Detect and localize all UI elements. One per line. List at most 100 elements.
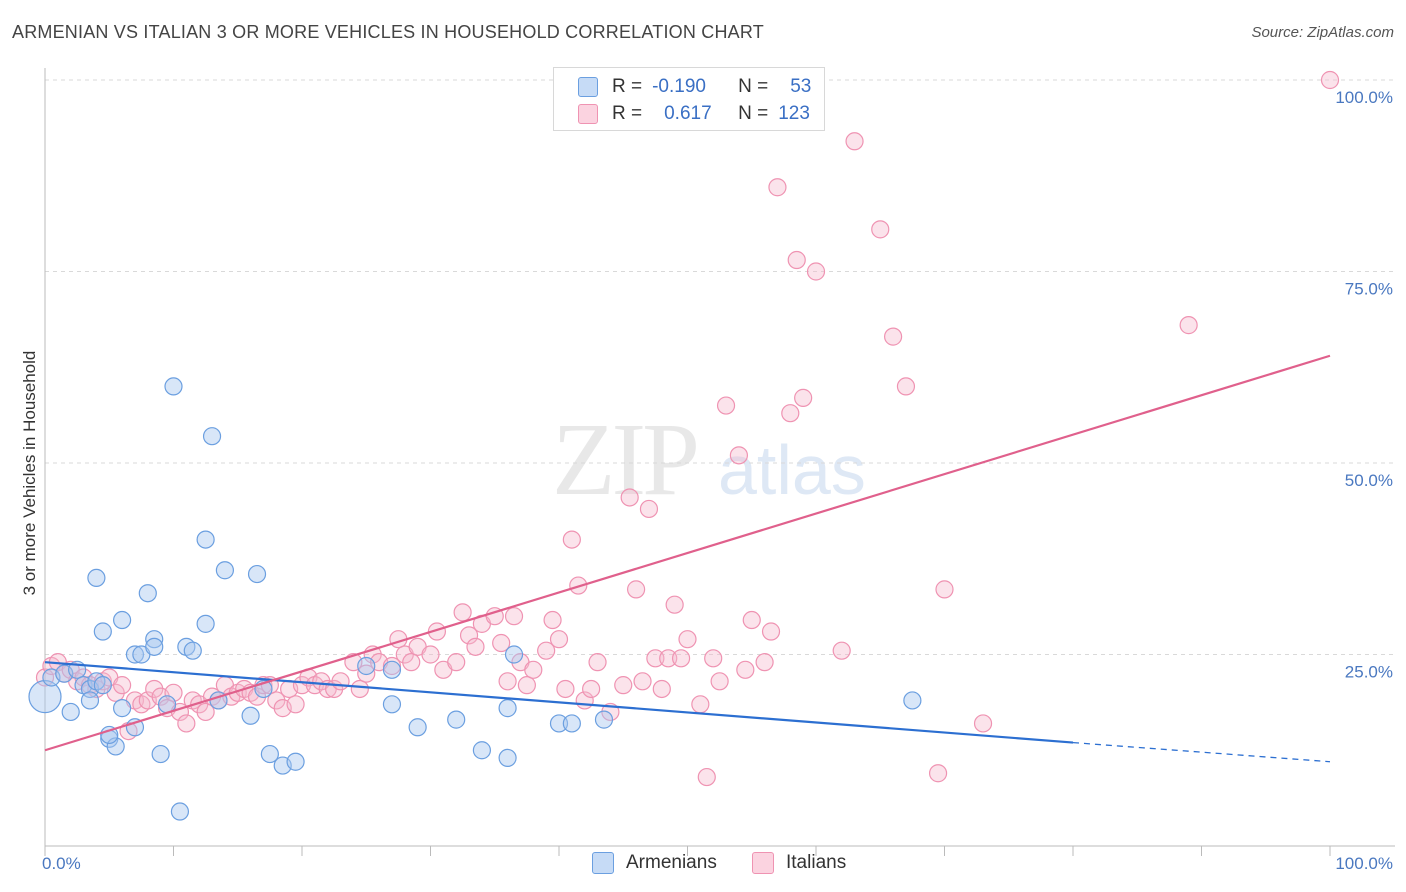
italian-point: [742, 610, 761, 630]
tick-labels: 25.0% 50.0% 75.0% 100.0% 0.0% 100.0% 3 or more…: [20, 88, 1393, 873]
italian-point: [421, 645, 440, 664]
italian-point: [562, 530, 581, 549]
italians-trend-line: [44, 354, 1331, 752]
source-label: Source: ZipAtlas.com: [1251, 24, 1394, 41]
armenian-point: [164, 377, 183, 396]
italian-point: [691, 695, 710, 714]
legend-label: Italians: [786, 852, 847, 873]
armenian-point: [202, 427, 222, 446]
italian-point: [582, 679, 601, 699]
italian-point: [492, 633, 511, 653]
armenian-point: [408, 718, 427, 737]
axes: [44, 68, 1395, 856]
armenian-point: [196, 530, 215, 549]
legend-row-armenians: R = -0.190 N = 53: [578, 74, 811, 100]
italian-point: [549, 630, 569, 649]
armenian-point: [504, 645, 524, 664]
n-value: 123: [778, 103, 810, 124]
italian-point: [196, 702, 215, 722]
r-label: R =: [612, 103, 643, 124]
armenian-point: [247, 564, 267, 584]
armenian-point: [196, 614, 215, 633]
armenians-trend-extension: [1072, 741, 1331, 763]
italian-point: [646, 649, 665, 668]
italian-point: [704, 649, 723, 668]
italian-point: [883, 327, 903, 346]
y-tick-label: 75.0%: [1345, 280, 1393, 299]
italian-point: [659, 649, 678, 668]
armenian-point: [382, 660, 402, 679]
armenian-point: [903, 691, 922, 710]
armenian-point: [80, 691, 100, 710]
italian-point: [716, 396, 736, 415]
italian-point: [588, 653, 607, 672]
italian-point: [755, 653, 774, 672]
italian-point: [382, 656, 402, 676]
armenian-point: [562, 714, 581, 733]
italian-point: [543, 610, 562, 630]
italians-swatch: [752, 852, 774, 874]
armenian-point: [183, 641, 202, 660]
italian-point: [620, 488, 639, 507]
correlation-legend: R = -0.190 N = 53 R = 0.617 N = 123: [553, 67, 825, 131]
x-tick-label: 0.0%: [42, 854, 81, 873]
gridlines: [45, 79, 1395, 655]
italian-point: [626, 580, 646, 599]
italian-point: [845, 132, 864, 151]
italian-point: [832, 641, 851, 660]
x-tick-label: 100.0%: [1335, 854, 1393, 873]
italian-point: [787, 250, 806, 270]
legend-item-italians[interactable]: Italians: [752, 852, 846, 874]
armenian-point: [215, 561, 234, 580]
armenian-point: [87, 568, 106, 588]
armenian-point: [286, 752, 305, 771]
italian-point: [357, 664, 376, 683]
italian-point: [331, 672, 350, 691]
armenian-point: [138, 584, 157, 603]
italian-point: [935, 580, 954, 599]
armenian-point: [170, 802, 190, 821]
italian-point: [556, 679, 575, 699]
italian-point: [614, 676, 633, 695]
italian-point: [639, 499, 659, 519]
armenian-point: [498, 699, 517, 718]
italian-point: [729, 446, 749, 465]
data-points: [28, 70, 1340, 821]
italian-point: [896, 377, 916, 396]
legend-label: Armenians: [626, 852, 717, 873]
armenians-swatch: [592, 852, 614, 874]
italian-point: [768, 178, 787, 197]
y-tick-label: 100.0%: [1335, 88, 1393, 107]
italian-point: [504, 607, 524, 626]
italian-point: [164, 683, 183, 702]
italian-point: [652, 679, 671, 699]
italian-point: [671, 649, 691, 668]
armenian-point: [447, 710, 466, 729]
armenian-point: [472, 741, 491, 760]
armenian-point: [106, 737, 125, 756]
armenian-point: [93, 622, 112, 641]
armenian-point: [125, 645, 145, 664]
italian-point: [459, 626, 479, 645]
italian-point: [781, 404, 800, 423]
series-legend: Armenians Italians: [0, 852, 1406, 878]
armenian-point: [93, 676, 112, 695]
armenian-point: [498, 748, 517, 768]
italian-point: [761, 622, 781, 641]
armenian-point: [112, 610, 132, 630]
armenian-point: [145, 637, 164, 656]
italian-point: [112, 676, 132, 695]
italian-point: [973, 714, 993, 733]
armenian-point: [151, 744, 170, 764]
legend-item-armenians[interactable]: Armenians: [592, 852, 717, 874]
italian-point: [871, 220, 890, 239]
italian-point: [498, 672, 517, 691]
armenians-trend-line: [44, 661, 1074, 744]
italian-point: [928, 764, 948, 783]
y-axis-label: 3 or more Vehicles in Household: [20, 351, 39, 596]
italian-point: [665, 595, 684, 614]
italian-point: [1320, 70, 1340, 90]
armenian-point: [28, 680, 62, 714]
italian-point: [524, 660, 543, 679]
armenian-point: [594, 710, 614, 729]
